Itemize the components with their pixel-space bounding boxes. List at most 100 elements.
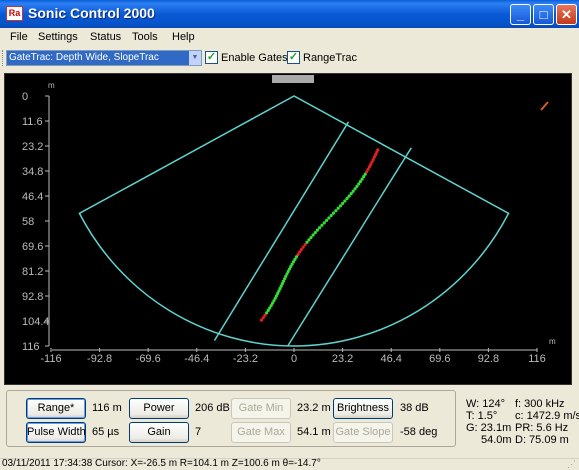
track-point	[318, 226, 322, 230]
track-point	[315, 228, 320, 232]
pulse-width-button[interactable]: Pulse Width	[26, 422, 86, 443]
transducer-icon	[272, 75, 314, 83]
window-title: Sonic Control 2000	[28, 5, 155, 21]
info-g2: 54.0m	[481, 434, 512, 446]
track-point	[334, 209, 338, 213]
track-point	[269, 303, 273, 308]
track-point	[366, 167, 370, 171]
info-g: G: 23.1m	[466, 422, 512, 434]
maximize-button[interactable]: □	[533, 4, 554, 25]
track-point	[373, 153, 378, 157]
track-point	[349, 192, 353, 196]
y-tick-label: 23.2	[22, 141, 43, 153]
track-point	[286, 269, 290, 274]
gate-slope-value: -58 deg	[400, 426, 438, 438]
x-tick-label: 92.8	[478, 353, 499, 365]
x-tick-label: -23.2	[233, 353, 258, 365]
x-tick-label: -116	[40, 353, 61, 365]
range-value: 116 m	[92, 402, 122, 414]
sonar-display[interactable]: 0 11.6 23.2 34.8 46.4 58 69.6 81.2 92.8 104.4 116 m…	[4, 73, 572, 385]
track-point	[291, 260, 296, 264]
track-point	[362, 175, 366, 179]
track-point	[369, 162, 373, 167]
track-point	[281, 279, 286, 283]
sonar-plot[interactable]: 011.623.234.846.45869.681.292.8104.4116m…	[5, 74, 573, 386]
gate-slope-button[interactable]: Gate Slope	[333, 422, 393, 443]
x-tick-label: -46.4	[184, 353, 209, 365]
track-point	[294, 255, 299, 259]
track-point	[279, 284, 283, 288]
title-bar[interactable]: Ra Sonic Control 2000 _ □ ✕	[0, 0, 579, 28]
x-tick-label: -69.6	[136, 353, 161, 365]
track-point	[324, 218, 329, 223]
track-point	[322, 221, 326, 225]
enable-gates-checkbox[interactable]: ✓	[205, 51, 218, 64]
gatetrac-mode-select[interactable]: GateTrac: Depth Wide, SlopeTrac ▼	[6, 50, 202, 66]
track-point	[320, 223, 324, 227]
track-point	[336, 206, 340, 210]
y-tick-label: 0	[22, 91, 28, 103]
track-point	[353, 187, 357, 191]
track-point	[327, 216, 331, 220]
track-point	[371, 158, 375, 162]
track-point	[351, 189, 355, 193]
track-point	[298, 250, 302, 254]
power-value: 206 dB	[195, 402, 230, 414]
enable-gates-label: Enable Gates	[221, 52, 288, 64]
pulse-width-value: 65 µs	[92, 426, 120, 438]
range-button[interactable]: Range*	[26, 398, 86, 419]
track-point	[343, 199, 347, 203]
track-point	[285, 272, 289, 276]
info-pr: PR: 5.6 Hz	[515, 422, 569, 434]
gate-max-button[interactable]: Gate Max	[231, 422, 291, 443]
menu-status[interactable]: Status	[90, 31, 122, 43]
brightness-button[interactable]: Brightness	[333, 398, 393, 419]
track-point	[274, 294, 279, 298]
gate-min-button[interactable]: Gate Min	[231, 398, 291, 419]
track-point	[272, 299, 276, 303]
menu-settings[interactable]: Settings	[38, 31, 78, 43]
minimize-button[interactable]: _	[510, 4, 531, 25]
menu-bar: File Settings Status Tools Help	[0, 28, 579, 47]
power-button[interactable]: Power	[129, 398, 189, 419]
toolbar-grip[interactable]	[2, 50, 5, 66]
track-point	[367, 165, 371, 169]
track-point	[303, 243, 307, 247]
track-point	[266, 308, 270, 313]
chevron-down-icon[interactable]: ▼	[189, 51, 201, 65]
track-point	[287, 267, 292, 271]
y-tick-label: 116	[22, 341, 40, 353]
gain-button[interactable]: Gain	[129, 422, 189, 443]
track-point	[280, 282, 284, 286]
track-point	[313, 230, 317, 235]
track-point	[305, 240, 309, 244]
y-tick-label: 69.6	[22, 241, 43, 253]
menu-tools[interactable]: Tools	[132, 31, 158, 43]
gate-line-right	[287, 147, 412, 347]
track-point	[273, 296, 277, 300]
track-point	[376, 148, 380, 152]
y-tick-label: 46.4	[22, 191, 43, 203]
sonar-fan	[78, 95, 510, 347]
x-tick-label: 23.2	[332, 353, 353, 365]
track-point	[290, 262, 294, 266]
gate-min-value: 23.2 m	[297, 402, 331, 414]
menu-help[interactable]: Help	[172, 31, 195, 43]
track-point	[265, 311, 269, 315]
track-point	[301, 245, 305, 249]
track-point	[347, 194, 351, 198]
rangetrac-checkbox[interactable]: ✓	[287, 51, 300, 64]
x-tick-label: 46.4	[380, 353, 401, 365]
menu-file[interactable]: File	[10, 31, 28, 43]
track-point	[363, 172, 367, 176]
track-point	[341, 201, 345, 205]
track-point	[261, 316, 265, 320]
x-axis-unit: m	[549, 337, 556, 346]
y-tick-label: 34.8	[22, 166, 43, 178]
controls-group	[6, 390, 456, 447]
y-tick-label: 58	[22, 216, 34, 228]
close-button[interactable]: ✕	[556, 4, 577, 25]
resize-grip-icon[interactable]: ⋰	[567, 459, 576, 469]
track-point	[270, 301, 275, 305]
